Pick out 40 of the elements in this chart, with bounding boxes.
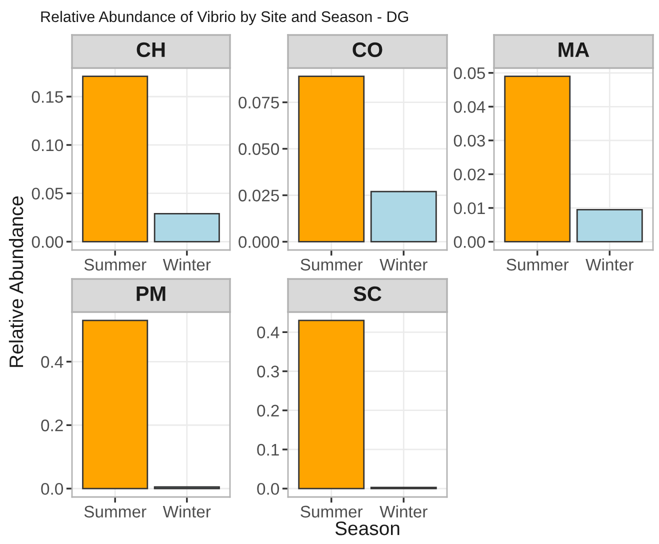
text: Relative Abundance of Vibrio by Site and Season - DG: [41, 10, 408, 26]
y-tick-label: 0.2: [41, 420, 63, 432]
x-tick-label: Winter: [380, 505, 428, 518]
y-tick-label: 0.01: [454, 202, 485, 214]
y-axis-title: Relative Abundance: [8, 196, 24, 367]
y-tick-label: 0.0: [41, 482, 64, 495]
x-tick-label: Summer: [84, 258, 146, 271]
y-tick-label: 0.03: [454, 134, 485, 147]
x-tick-label: Winter: [586, 258, 634, 271]
y-tick-label: 0.00: [32, 236, 64, 248]
chart-title: PM: [136, 286, 166, 301]
y-tick-label: 0.1: [257, 444, 279, 456]
y-tick-label: 0.075: [238, 96, 279, 108]
y-tick-label: 0.00: [454, 236, 486, 248]
y-tick-label: 0.4: [41, 356, 64, 368]
y-tick-label: 0.3: [257, 366, 279, 378]
x-axis-title: Season: [335, 521, 400, 536]
y-tick-label: 0.0: [257, 482, 280, 495]
y-tick-label: 0.10: [32, 139, 64, 152]
x-tick-label: Summer: [300, 506, 363, 518]
y-tick-label: 0.02: [454, 168, 485, 180]
y-tick-label: 0.2: [257, 404, 279, 417]
x-tick-label: Winter: [162, 258, 211, 271]
y-tick-label: 0.025: [238, 190, 279, 202]
y-tick-label: 0.04: [454, 101, 486, 113]
x-tick-label: Summer: [300, 258, 363, 271]
chart-title: CO: [352, 42, 382, 58]
x-tick-label: Summer: [84, 506, 146, 518]
y-tick-label: 0.15: [32, 91, 63, 103]
chart-title: MA: [558, 42, 590, 57]
y-tick-label: 0.000: [238, 236, 280, 248]
y-tick-label: 0.05: [454, 67, 485, 80]
x-tick-label: Summer: [506, 258, 569, 271]
x-tick-label: Winter: [380, 258, 428, 271]
y-tick-label: 0.4: [257, 326, 280, 338]
y-tick-label: 0.050: [238, 143, 280, 155]
chart-title: CH: [136, 42, 165, 58]
x-tick-label: Winter: [162, 505, 211, 518]
y-tick-label: 0.05: [32, 188, 63, 200]
chart-title: SC: [354, 286, 382, 302]
